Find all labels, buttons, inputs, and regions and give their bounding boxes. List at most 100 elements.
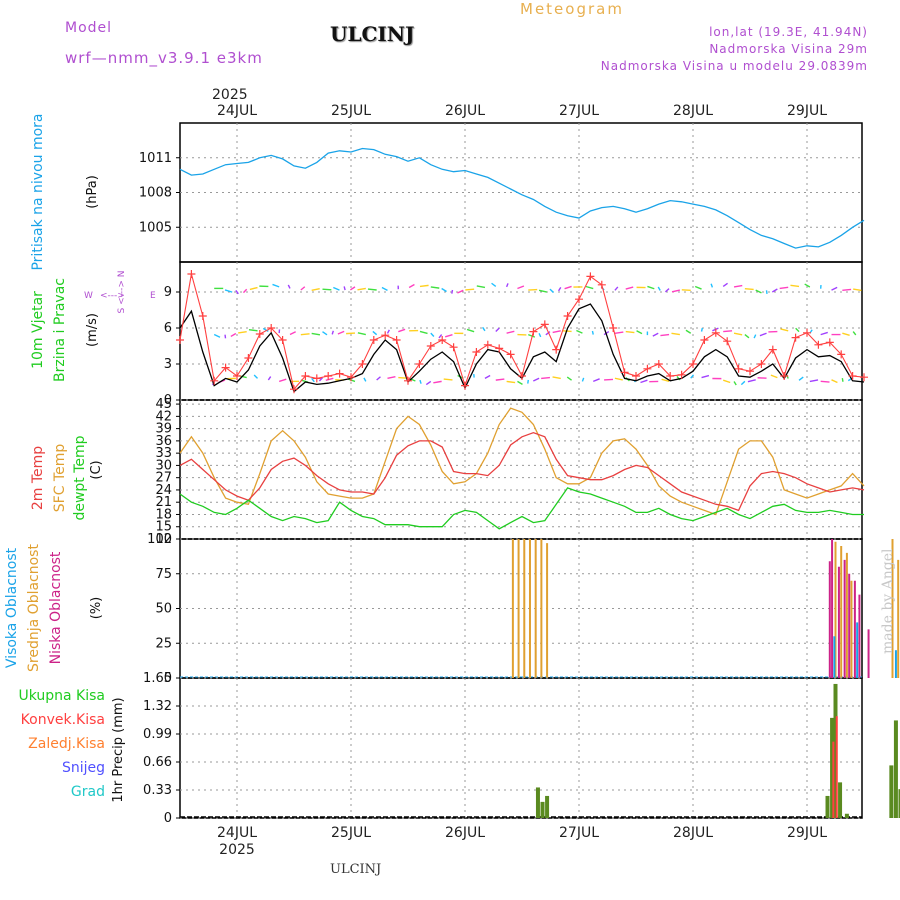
ytick-temperature-33: 33 bbox=[155, 446, 172, 461]
wind-arrow bbox=[318, 377, 324, 382]
day-label-bottom-28JUL: 28JUL bbox=[673, 825, 713, 841]
wind-arrow bbox=[625, 330, 635, 334]
wind-arrow bbox=[528, 333, 536, 338]
ytick-wind-6: 6 bbox=[164, 321, 172, 336]
wind-gust-marker bbox=[848, 372, 857, 380]
ylabel-cloud-low: Niska Oblacnost bbox=[48, 551, 64, 664]
model-elevation-text: Nadmorska Visina u modelu 29.0839m bbox=[600, 59, 868, 73]
wind-gust-marker bbox=[210, 376, 219, 385]
wind-gust-marker bbox=[723, 337, 732, 346]
wind-gust-marker bbox=[426, 342, 435, 350]
compass-e: E bbox=[150, 291, 156, 301]
wind-arrow bbox=[249, 286, 258, 291]
wind-arrow bbox=[790, 284, 800, 288]
station-title: ULCINJ bbox=[330, 22, 415, 46]
wind-arrow bbox=[636, 330, 643, 335]
ylabel-precip-unit: 1hr Precip (mm) bbox=[111, 697, 126, 802]
wind-gust-marker bbox=[244, 354, 253, 362]
wind-arrow bbox=[491, 282, 497, 287]
wind-arrow bbox=[517, 380, 523, 385]
wind-gust-marker bbox=[563, 312, 572, 320]
wind-arrow bbox=[248, 329, 258, 332]
wind-arrow bbox=[795, 327, 800, 333]
wind-arrow bbox=[722, 282, 728, 287]
wind-gust-marker bbox=[495, 344, 504, 353]
wind-arrow bbox=[322, 331, 328, 336]
wind-arrow bbox=[744, 287, 754, 291]
ylabel-temp-sfc: SFC Temp bbox=[52, 444, 68, 513]
ytick-precipitation-0.66: 0.66 bbox=[143, 755, 172, 770]
wind-arrow bbox=[419, 379, 422, 384]
ytick-temperature-15: 15 bbox=[155, 520, 172, 535]
wind-arrow bbox=[744, 334, 750, 339]
wind-gust-marker bbox=[335, 369, 344, 378]
wind-gust-marker bbox=[689, 360, 697, 368]
wind-arrow bbox=[425, 380, 432, 386]
wind-arrow bbox=[538, 333, 542, 338]
day-label-top-26JUL: 26JUL bbox=[445, 103, 485, 119]
wind-arrow bbox=[538, 289, 548, 293]
ylabel-pressure-name: Pritisak na nivou mora bbox=[30, 113, 46, 270]
wind-arrow bbox=[647, 285, 655, 290]
wind-arrow bbox=[349, 286, 356, 291]
ytick-temperature-12: 12 bbox=[155, 532, 172, 547]
panel-frame-wind bbox=[179, 261, 863, 401]
wind-arrow bbox=[419, 330, 428, 335]
precip-bar-0 bbox=[838, 782, 843, 818]
wind-arrow bbox=[581, 377, 585, 382]
precip-legend-0: Ukupna Kisa bbox=[18, 688, 105, 704]
wind-gust-marker bbox=[221, 363, 230, 372]
precip-bar-0 bbox=[545, 795, 550, 818]
wind-gust-marker bbox=[301, 372, 310, 380]
day-label-top-24JUL: 24JUL bbox=[217, 103, 257, 119]
wind-arrow bbox=[723, 330, 733, 333]
wind-gust-marker bbox=[255, 330, 264, 338]
wind-arrow bbox=[671, 289, 681, 293]
wind-gust-marker bbox=[540, 320, 549, 329]
wind-arrow bbox=[576, 329, 583, 334]
ylabel-temp-unit: (C) bbox=[89, 460, 104, 479]
wind-arrow bbox=[533, 377, 540, 382]
day-label-bottom-26JUL: 26JUL bbox=[445, 825, 485, 841]
wind-arrow bbox=[337, 330, 345, 335]
panel-frame-temperature bbox=[179, 399, 863, 540]
wind-arrow bbox=[681, 289, 691, 291]
wind-arrow bbox=[733, 381, 737, 386]
wind-arrow bbox=[367, 288, 377, 291]
wind-gust-marker bbox=[449, 343, 458, 352]
wind-arrow bbox=[820, 380, 830, 383]
wind-arrow bbox=[506, 330, 515, 334]
wind-arrow bbox=[278, 378, 287, 383]
ytick-pressure-1008: 1008 bbox=[139, 186, 172, 201]
day-label-top-28JUL: 28JUL bbox=[673, 103, 713, 119]
wind-arrow bbox=[541, 376, 550, 380]
wind-arrow bbox=[300, 333, 310, 336]
ylabel-cloud-mid: Srednja Oblacnost bbox=[26, 544, 42, 672]
wind-arrow bbox=[457, 289, 464, 294]
wind-arrow bbox=[820, 331, 828, 336]
wind-arrow bbox=[438, 334, 443, 339]
wind-arrow bbox=[652, 332, 659, 337]
wind-arrow bbox=[505, 283, 509, 288]
day-label-bottom-24JUL: 24JUL bbox=[217, 825, 257, 841]
wind-arrow bbox=[408, 377, 416, 382]
compass-ns: S <---> N bbox=[117, 271, 127, 314]
day-label-top-25JUL: 25JUL bbox=[331, 103, 371, 119]
wind-arrow bbox=[841, 378, 844, 382]
wind-arrow bbox=[640, 379, 648, 384]
day-label-bottom-25JUL: 25JUL bbox=[331, 825, 371, 841]
wind-arrow bbox=[372, 330, 378, 336]
wind-gust-marker bbox=[267, 324, 276, 332]
wind-arrow bbox=[552, 376, 561, 380]
wind-gust-marker bbox=[369, 336, 378, 344]
wind-gust-marker bbox=[711, 328, 720, 337]
wind-gust-marker bbox=[575, 295, 583, 304]
wind-gust-marker bbox=[529, 327, 538, 336]
panel-frame-precipitation bbox=[179, 677, 863, 819]
ylabel-wind-name-1: 10m Vjetar bbox=[30, 291, 46, 369]
wind-arrow bbox=[482, 326, 486, 332]
temp2m-line bbox=[179, 432, 865, 512]
ytick-temperature-39: 39 bbox=[155, 422, 172, 437]
wind-arrow bbox=[287, 284, 291, 289]
